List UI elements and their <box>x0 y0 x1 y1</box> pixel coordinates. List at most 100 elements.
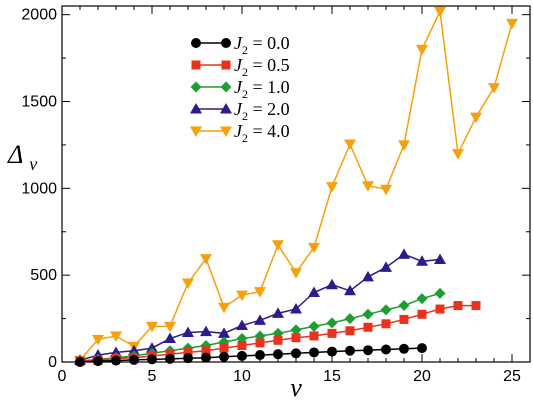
data-point <box>164 321 176 333</box>
legend-value: = 4.0 <box>248 121 290 141</box>
x-tick-label: 25 <box>503 368 521 385</box>
data-point <box>290 324 302 336</box>
data-point <box>272 307 284 318</box>
data-point <box>363 322 373 332</box>
data-point <box>273 349 283 360</box>
data-point <box>308 242 320 254</box>
legend-marker <box>190 81 202 93</box>
data-point <box>398 300 410 312</box>
legend-subscript: 2 <box>242 109 248 123</box>
data-point <box>471 301 481 311</box>
data-point <box>255 338 265 348</box>
legend-subscript: 2 <box>242 43 248 57</box>
data-point <box>272 240 284 251</box>
legend-entry: J2 = 1.0 <box>190 77 290 101</box>
data-point <box>110 331 122 342</box>
data-point <box>381 319 391 329</box>
data-point <box>416 44 428 56</box>
data-point <box>165 353 175 364</box>
legend-subscript: 2 <box>242 131 248 145</box>
data-point <box>417 343 427 354</box>
y-tick-label: 1000 <box>21 180 57 197</box>
data-point <box>345 326 355 336</box>
legend-symbol: J <box>234 55 243 75</box>
legend-value: = 2.0 <box>248 99 290 119</box>
x-tick-label: 0 <box>58 368 67 385</box>
legend-label: J2 = 0.0 <box>234 33 290 57</box>
data-point <box>111 355 121 366</box>
x-tick-label: 5 <box>148 368 157 385</box>
data-point <box>218 302 230 314</box>
data-point <box>290 303 302 314</box>
legend-marker <box>191 38 201 48</box>
legend-label: J2 = 2.0 <box>234 99 290 123</box>
data-point <box>128 344 140 356</box>
legend-value: = 1.0 <box>248 77 290 97</box>
legend-marker <box>221 38 231 48</box>
y-tick-label: 2000 <box>21 7 57 24</box>
legend-marker <box>191 60 201 70</box>
legend: J2 = 0.0J2 = 0.5J2 = 1.0J2 = 2.0J2 = 4.0 <box>190 33 290 145</box>
legend-marker <box>220 103 232 114</box>
data-point <box>254 314 266 325</box>
data-point <box>506 18 518 30</box>
data-point <box>398 140 410 151</box>
y-tick-label: 500 <box>30 267 57 284</box>
data-point <box>362 270 374 282</box>
data-point <box>183 353 193 364</box>
data-point <box>92 334 104 346</box>
data-point <box>255 350 265 361</box>
data-point <box>380 304 392 316</box>
legend-value: = 0.0 <box>248 33 290 53</box>
data-point <box>219 351 229 362</box>
data-point <box>147 354 157 365</box>
data-point <box>399 343 409 354</box>
data-point <box>488 83 500 94</box>
data-point <box>434 6 446 18</box>
data-point <box>291 333 301 343</box>
data-point <box>344 313 356 325</box>
data-point <box>129 354 139 365</box>
data-point <box>434 253 446 265</box>
data-point <box>309 347 319 358</box>
legend-entry: J2 = 0.0 <box>191 33 290 57</box>
data-point <box>219 343 229 353</box>
legend-entry: J2 = 0.5 <box>191 55 290 79</box>
data-point <box>308 320 320 332</box>
data-point <box>309 331 319 341</box>
data-point <box>434 287 446 299</box>
y-tick-label: 1500 <box>21 94 57 111</box>
data-point <box>164 332 176 344</box>
legend-subscript: 2 <box>242 65 248 79</box>
legend-symbol: J <box>234 99 243 119</box>
series-1 <box>75 343 427 367</box>
legend-label: J2 = 4.0 <box>234 121 290 145</box>
data-point <box>290 268 302 279</box>
legend-marker <box>220 81 232 93</box>
data-point <box>146 342 158 353</box>
legend-entry: J2 = 2.0 <box>190 99 290 123</box>
data-point <box>416 293 428 305</box>
data-point <box>453 301 463 311</box>
y-axis-title: Δ ν <box>7 140 37 174</box>
series-layer <box>74 6 518 367</box>
data-point <box>201 346 211 356</box>
legend-label: J2 = 0.5 <box>234 55 290 79</box>
data-point <box>362 308 374 320</box>
legend-marker <box>220 126 232 137</box>
data-point <box>75 357 85 367</box>
legend-marker <box>190 126 202 137</box>
data-point <box>291 348 301 359</box>
data-point <box>182 278 194 289</box>
data-point <box>236 290 248 302</box>
data-point <box>93 356 103 367</box>
legend-label: J2 = 1.0 <box>234 77 290 101</box>
data-point <box>326 317 338 329</box>
data-point <box>327 346 337 357</box>
legend-subscript: 2 <box>242 87 248 101</box>
data-point <box>200 325 212 337</box>
legend-marker <box>221 60 231 70</box>
data-point <box>326 182 338 193</box>
data-point <box>218 327 230 338</box>
